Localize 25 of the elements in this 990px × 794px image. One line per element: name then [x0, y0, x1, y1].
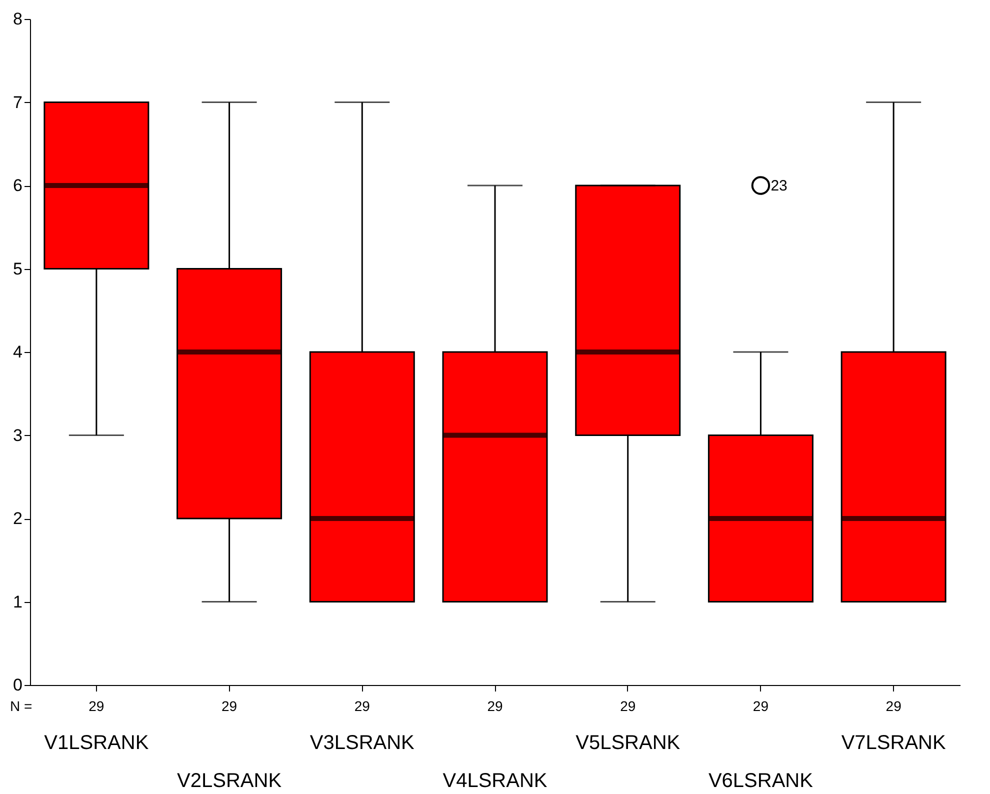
y-tick-label: 2	[13, 509, 22, 528]
x-tick-label: V6LSRANK	[708, 770, 814, 792]
x-tick-label: V5LSRANK	[576, 732, 681, 754]
y-tick-label: 1	[13, 592, 22, 612]
y-tick-label: 7	[13, 92, 22, 112]
annotation: 23	[770, 178, 788, 194]
y-tick-label: 5	[13, 259, 22, 278]
y-tick-label: 8	[13, 10, 22, 28]
annotation: 29	[221, 698, 238, 714]
y-tick-label: 0	[13, 676, 22, 694]
text: N =	[10, 698, 32, 714]
y-tick-label: 3	[13, 426, 22, 445]
annotation: 29	[620, 698, 636, 714]
x-tick-label: V7LSRANK	[841, 732, 946, 754]
y-tick-label: 6	[13, 176, 22, 195]
annotation: 29	[88, 698, 104, 714]
x-tick-label: V3LSRANK	[310, 732, 416, 754]
annotation: 29	[354, 698, 370, 714]
annotation: 29	[487, 698, 503, 714]
annotation: 29	[752, 698, 769, 714]
annotation: 29	[886, 698, 902, 714]
y-tick-label: 4	[13, 342, 22, 362]
x-tick-label: V1LSRANK	[44, 732, 150, 754]
x-tick-label: V2LSRANK	[177, 770, 282, 792]
x-tick-label: V4LSRANK	[442, 770, 548, 792]
